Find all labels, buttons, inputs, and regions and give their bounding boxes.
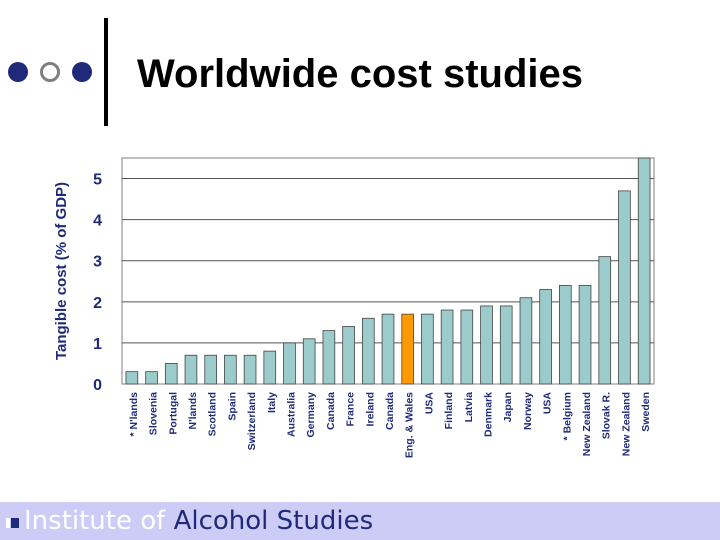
x-tick-label: Slovak R. bbox=[601, 392, 613, 439]
y-tick-label: 5 bbox=[93, 172, 102, 189]
bar bbox=[421, 313, 434, 385]
bar bbox=[618, 190, 631, 385]
y-tick-label: 1 bbox=[93, 336, 102, 353]
x-tick-label: Germany bbox=[305, 392, 317, 438]
bar bbox=[342, 326, 355, 385]
bar bbox=[322, 330, 336, 385]
x-tick-label: New Zealand bbox=[581, 392, 593, 456]
x-tick-label: Sweden bbox=[640, 392, 652, 432]
x-tick-label: New Zealand bbox=[620, 392, 632, 456]
bar bbox=[539, 289, 552, 385]
bar bbox=[598, 256, 612, 385]
slide-title: Worldwide cost studies bbox=[137, 52, 583, 96]
y-tick-label: 4 bbox=[93, 213, 102, 230]
x-tick-label: Canada bbox=[325, 392, 337, 430]
x-tick-label: Latvia bbox=[463, 392, 475, 423]
bar bbox=[361, 317, 375, 385]
x-tick-label: USA bbox=[542, 392, 554, 415]
bar bbox=[243, 354, 257, 385]
bar bbox=[125, 371, 139, 385]
bar bbox=[559, 284, 572, 385]
x-tick-label: N'lands bbox=[187, 392, 199, 430]
x-tick-label: Italy bbox=[266, 392, 278, 413]
x-tick-label: Finland bbox=[443, 392, 455, 429]
bar bbox=[283, 342, 296, 385]
footer-bar: Institute of Alcohol Studies bbox=[0, 502, 720, 540]
x-tick-label: Japan bbox=[502, 392, 514, 422]
x-tick-label: Slovenia bbox=[148, 392, 160, 435]
y-axis-label: Tangible cost (% of GDP) bbox=[53, 182, 70, 360]
bar bbox=[480, 305, 493, 385]
x-tick-label: Norway bbox=[522, 392, 534, 430]
bar bbox=[460, 309, 474, 385]
x-tick-label: Switzerland bbox=[246, 392, 258, 450]
y-tick-label: 0 bbox=[93, 377, 102, 394]
x-tick-label: Eng. & Wales bbox=[404, 392, 416, 458]
bar bbox=[440, 309, 454, 385]
org-prefix: Institute of bbox=[24, 506, 174, 536]
bar bbox=[401, 313, 415, 385]
logo-mark-icon bbox=[6, 518, 19, 528]
bar bbox=[263, 350, 277, 385]
filled-dot-icon bbox=[72, 62, 92, 82]
x-tick-label: * Belgium bbox=[561, 392, 573, 440]
org-name: Alcohol Studies bbox=[173, 506, 374, 536]
bar bbox=[381, 313, 395, 385]
x-tick-label: Scotland bbox=[207, 392, 219, 436]
organization-name: Institute of Alcohol Studies bbox=[24, 506, 373, 536]
bar-chart: 0 1 2 3 4 5 Tangible cost (% of GDP) * N'lands S… bbox=[53, 157, 655, 458]
bar bbox=[499, 305, 513, 385]
bar bbox=[164, 363, 178, 385]
x-tick-label: France bbox=[345, 392, 357, 427]
bar bbox=[578, 284, 592, 385]
bar bbox=[302, 338, 316, 385]
filled-dot-icon bbox=[8, 62, 28, 82]
y-tick-label: 3 bbox=[93, 254, 102, 271]
x-tick-label: Spain bbox=[226, 392, 238, 421]
bar bbox=[184, 354, 198, 385]
bar bbox=[637, 157, 651, 385]
x-tick-label: Denmark bbox=[483, 392, 495, 437]
x-tick-label: Canada bbox=[384, 392, 396, 430]
hollow-dot-icon bbox=[40, 62, 60, 82]
x-tick-label: Portugal bbox=[167, 392, 179, 435]
x-tick-label: Australia bbox=[285, 392, 297, 437]
bar bbox=[519, 297, 533, 385]
x-tick-label: Ireland bbox=[364, 392, 376, 426]
bar bbox=[145, 371, 158, 385]
x-tick-label: USA bbox=[423, 392, 435, 415]
bar bbox=[224, 354, 237, 385]
bar bbox=[204, 354, 217, 385]
y-tick-label: 2 bbox=[93, 295, 102, 312]
title-divider bbox=[104, 18, 108, 126]
decorative-dots bbox=[8, 62, 98, 86]
x-tick-label: * N'lands bbox=[128, 392, 140, 437]
